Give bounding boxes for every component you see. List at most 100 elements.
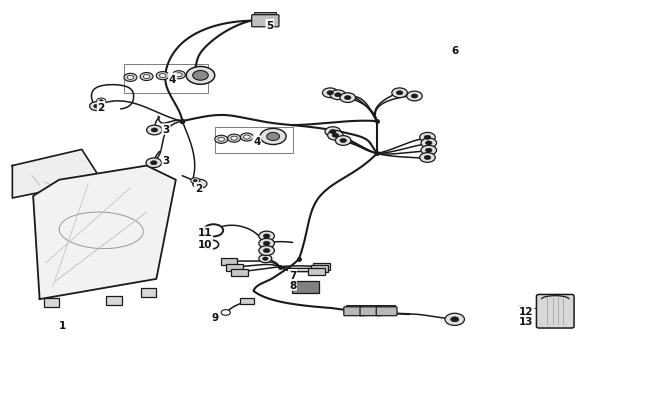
Circle shape — [97, 99, 106, 104]
FancyBboxPatch shape — [252, 16, 279, 28]
Text: 3: 3 — [162, 155, 170, 165]
FancyBboxPatch shape — [107, 296, 122, 305]
Text: 11: 11 — [198, 228, 213, 238]
FancyBboxPatch shape — [346, 306, 362, 308]
Circle shape — [176, 74, 182, 78]
FancyBboxPatch shape — [292, 281, 319, 293]
Circle shape — [330, 130, 336, 134]
Circle shape — [259, 239, 274, 249]
Circle shape — [263, 242, 270, 246]
Text: 4: 4 — [254, 137, 261, 147]
Circle shape — [325, 128, 341, 137]
Text: 13: 13 — [519, 317, 533, 326]
Circle shape — [90, 102, 104, 111]
Polygon shape — [12, 150, 101, 198]
Circle shape — [340, 139, 346, 143]
Circle shape — [407, 92, 422, 102]
FancyBboxPatch shape — [313, 264, 330, 271]
Circle shape — [263, 249, 270, 253]
Text: 2: 2 — [195, 183, 202, 193]
Circle shape — [328, 131, 343, 141]
Text: 1: 1 — [58, 321, 66, 330]
Circle shape — [214, 136, 227, 144]
Text: 2: 2 — [98, 102, 105, 113]
Circle shape — [263, 234, 270, 239]
Circle shape — [99, 100, 103, 103]
Circle shape — [124, 74, 137, 82]
FancyBboxPatch shape — [378, 306, 395, 308]
Circle shape — [263, 257, 268, 261]
Circle shape — [146, 158, 162, 168]
Circle shape — [426, 149, 432, 153]
Circle shape — [260, 129, 286, 145]
FancyBboxPatch shape — [308, 269, 325, 275]
Circle shape — [194, 72, 207, 80]
FancyBboxPatch shape — [311, 266, 328, 273]
Text: 12: 12 — [519, 307, 533, 316]
Circle shape — [244, 136, 250, 140]
Circle shape — [151, 161, 157, 165]
Circle shape — [335, 94, 341, 98]
FancyBboxPatch shape — [362, 306, 378, 308]
Circle shape — [266, 133, 280, 141]
Circle shape — [421, 146, 437, 156]
Circle shape — [144, 75, 150, 79]
Circle shape — [268, 134, 279, 141]
Circle shape — [424, 136, 431, 140]
Circle shape — [420, 153, 436, 163]
Circle shape — [156, 72, 169, 81]
Circle shape — [450, 317, 459, 322]
Circle shape — [420, 133, 436, 143]
FancyBboxPatch shape — [376, 307, 397, 316]
Circle shape — [221, 310, 230, 315]
Circle shape — [151, 129, 158, 133]
Circle shape — [392, 89, 408, 98]
FancyBboxPatch shape — [360, 307, 381, 316]
Circle shape — [332, 134, 339, 138]
Circle shape — [344, 96, 351, 100]
Text: 5: 5 — [266, 21, 274, 31]
Circle shape — [192, 71, 208, 81]
FancyBboxPatch shape — [254, 13, 276, 17]
Circle shape — [424, 156, 431, 160]
Circle shape — [227, 135, 240, 143]
Circle shape — [231, 137, 237, 141]
Circle shape — [218, 138, 224, 142]
Circle shape — [147, 126, 162, 136]
Circle shape — [445, 313, 465, 326]
Circle shape — [421, 139, 437, 148]
Circle shape — [396, 92, 403, 96]
Text: 10: 10 — [198, 240, 213, 250]
Circle shape — [330, 91, 346, 100]
FancyBboxPatch shape — [344, 307, 365, 316]
Circle shape — [411, 95, 418, 99]
Circle shape — [186, 67, 214, 85]
Circle shape — [335, 136, 351, 146]
Text: 4: 4 — [169, 75, 176, 84]
Circle shape — [259, 255, 272, 263]
FancyBboxPatch shape — [240, 298, 254, 305]
FancyBboxPatch shape — [226, 264, 242, 271]
Text: 8: 8 — [289, 280, 296, 290]
Text: 9: 9 — [211, 313, 218, 322]
Circle shape — [192, 180, 207, 189]
Text: 7: 7 — [289, 270, 296, 280]
Circle shape — [259, 232, 274, 241]
FancyBboxPatch shape — [44, 298, 59, 307]
FancyBboxPatch shape — [220, 259, 237, 266]
Circle shape — [94, 105, 99, 109]
Text: 3: 3 — [162, 125, 170, 135]
FancyBboxPatch shape — [536, 295, 574, 328]
Circle shape — [340, 94, 356, 103]
Circle shape — [327, 92, 333, 96]
FancyBboxPatch shape — [141, 288, 157, 297]
FancyBboxPatch shape — [231, 270, 248, 277]
Circle shape — [140, 73, 153, 81]
Circle shape — [172, 72, 185, 80]
Circle shape — [127, 76, 134, 80]
Circle shape — [322, 89, 338, 98]
Circle shape — [240, 134, 254, 142]
Circle shape — [190, 178, 200, 184]
Circle shape — [159, 75, 166, 79]
Circle shape — [197, 183, 203, 186]
